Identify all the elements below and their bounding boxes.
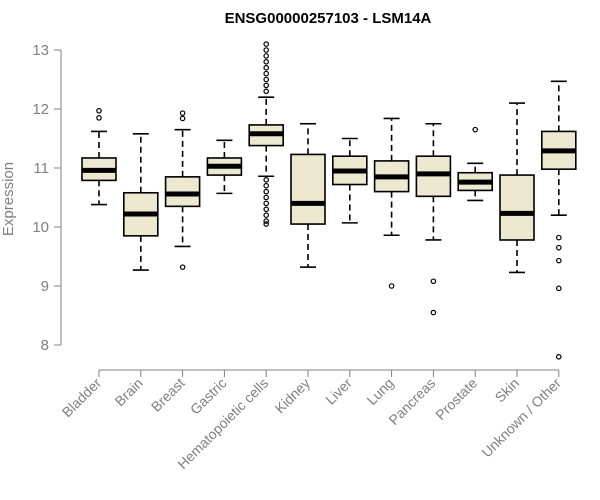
outlier-point bbox=[263, 47, 270, 53]
outlier-point bbox=[472, 126, 479, 133]
y-axis: 8 9 10 11 12 13 bbox=[32, 42, 62, 354]
outlier-point bbox=[179, 264, 186, 270]
box-group bbox=[164, 110, 201, 270]
outlier-point bbox=[430, 278, 437, 285]
outlier-point bbox=[263, 206, 270, 213]
x-tick-label: Lung bbox=[363, 375, 396, 408]
iqr-box bbox=[499, 174, 535, 241]
outlier-point bbox=[263, 64, 270, 71]
box-group bbox=[499, 102, 535, 274]
outlier-point bbox=[263, 88, 270, 95]
outlier-point bbox=[263, 194, 270, 201]
box-group bbox=[415, 122, 452, 316]
iqr-box bbox=[290, 153, 326, 225]
outlier-point bbox=[263, 82, 270, 89]
outlier-point bbox=[263, 218, 270, 224]
box-group bbox=[81, 107, 117, 206]
y-tick-label: 10 bbox=[32, 219, 49, 236]
box-group bbox=[290, 122, 326, 268]
outlier-point bbox=[263, 182, 270, 189]
outlier-point bbox=[263, 41, 270, 47]
box-group bbox=[248, 41, 284, 227]
y-tick-label: 9 bbox=[41, 278, 49, 295]
box-group bbox=[373, 117, 410, 289]
outlier-point bbox=[263, 188, 270, 195]
y-tick-label: 12 bbox=[32, 101, 49, 118]
box-group bbox=[457, 126, 494, 202]
outlier-point bbox=[388, 283, 395, 289]
box-group bbox=[206, 139, 243, 195]
outlier-point bbox=[555, 353, 562, 360]
x-tick-label: Kidney bbox=[272, 375, 314, 417]
x-tick-label: Breast bbox=[148, 375, 188, 415]
outlier-point bbox=[555, 257, 562, 264]
outlier-point bbox=[263, 58, 270, 65]
x-tick-label: Brain bbox=[111, 375, 145, 409]
x-tick-label: Bladder bbox=[59, 375, 105, 421]
y-axis-label: Expression bbox=[0, 162, 17, 236]
x-tick-label: Liver bbox=[322, 375, 355, 408]
x-tick-label: Unknown / Other bbox=[478, 375, 564, 461]
outlier-point bbox=[263, 177, 270, 183]
chart-title: ENSG00000257103 - LSM14A bbox=[225, 10, 432, 27]
outlier-point bbox=[96, 115, 102, 121]
outlier-point bbox=[96, 107, 102, 114]
outlier-point bbox=[430, 309, 437, 316]
y-tick-label: 13 bbox=[32, 42, 49, 59]
outlier-point bbox=[263, 76, 270, 83]
x-tick-label: Skin bbox=[492, 375, 523, 406]
outlier-point bbox=[263, 70, 270, 77]
box-group bbox=[123, 132, 159, 271]
outlier-point bbox=[179, 115, 186, 122]
outlier-point bbox=[555, 234, 562, 241]
y-tick-label: 11 bbox=[33, 160, 49, 177]
outlier-point bbox=[179, 110, 186, 116]
x-tick-label: Prostate bbox=[432, 375, 480, 423]
box-group bbox=[331, 137, 368, 224]
outlier-point bbox=[263, 200, 270, 207]
outlier-point bbox=[555, 244, 562, 251]
y-tick-label: 8 bbox=[41, 337, 49, 354]
box-group bbox=[540, 80, 577, 360]
outlier-point bbox=[263, 212, 270, 219]
boxplot-series bbox=[81, 41, 577, 360]
outlier-point bbox=[263, 221, 270, 227]
outlier-point bbox=[263, 53, 270, 59]
outlier-point bbox=[555, 285, 562, 292]
